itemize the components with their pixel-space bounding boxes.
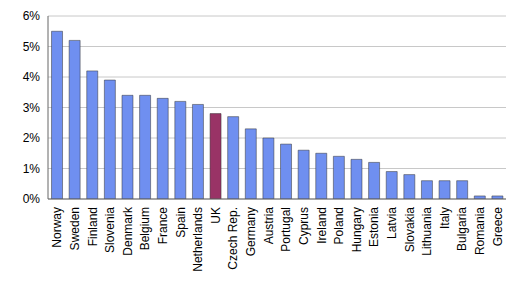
- svg-text:Czech Rep.: Czech Rep.: [226, 207, 240, 270]
- svg-text:Norway: Norway: [50, 207, 64, 248]
- svg-text:UK: UK: [209, 207, 223, 224]
- svg-text:Ireland: Ireland: [315, 207, 329, 244]
- svg-text:1%: 1%: [23, 162, 41, 176]
- svg-text:Poland: Poland: [332, 207, 346, 244]
- svg-text:0%: 0%: [23, 192, 41, 206]
- svg-text:Spain: Spain: [174, 207, 188, 238]
- svg-text:Slovakia: Slovakia: [403, 207, 417, 253]
- svg-text:Italy: Italy: [438, 207, 452, 229]
- svg-text:Slovenia: Slovenia: [103, 207, 117, 253]
- svg-text:Latvia: Latvia: [385, 207, 399, 239]
- svg-text:Romania: Romania: [473, 207, 487, 255]
- svg-text:5%: 5%: [23, 40, 41, 54]
- svg-text:Hungary: Hungary: [350, 207, 364, 252]
- svg-text:Netherlands: Netherlands: [191, 207, 205, 272]
- svg-text:Germany: Germany: [244, 207, 258, 256]
- svg-text:Belgium: Belgium: [138, 207, 152, 250]
- svg-text:Finland: Finland: [86, 207, 100, 246]
- svg-text:6%: 6%: [23, 9, 41, 23]
- svg-text:Denmark: Denmark: [121, 206, 135, 256]
- svg-text:Austria: Austria: [262, 207, 276, 245]
- svg-text:Greece: Greece: [491, 207, 505, 247]
- svg-text:Estonia: Estonia: [367, 207, 381, 247]
- svg-text:France: France: [156, 207, 170, 245]
- svg-text:3%: 3%: [23, 101, 41, 115]
- svg-text:Bulgaria: Bulgaria: [455, 207, 469, 251]
- svg-text:Sweden: Sweden: [68, 207, 82, 250]
- svg-text:Portugal: Portugal: [279, 207, 293, 252]
- svg-text:4%: 4%: [23, 70, 41, 84]
- svg-text:Lithuania: Lithuania: [420, 207, 434, 256]
- svg-text:Cyprus: Cyprus: [297, 207, 311, 245]
- svg-text:2%: 2%: [23, 131, 41, 145]
